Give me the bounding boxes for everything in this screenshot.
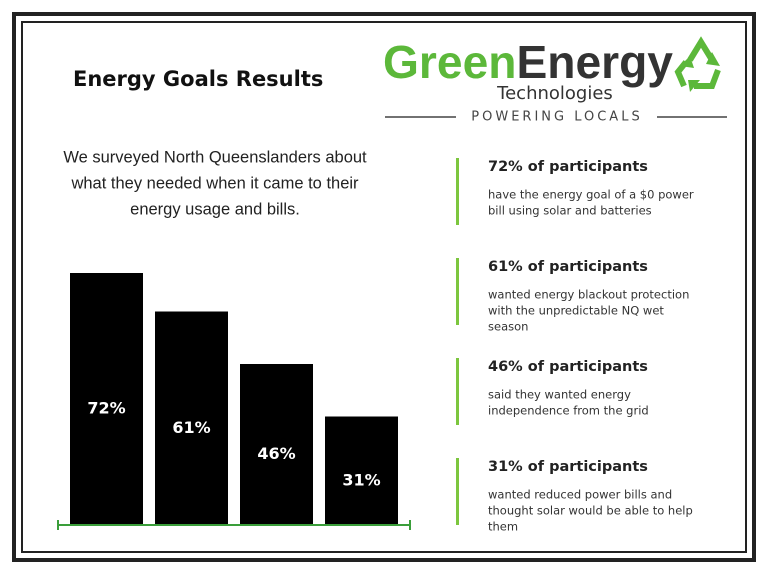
value-label: 72% [87,399,125,418]
card-accent [456,258,459,325]
logo-wordmark: GreenEnergy [383,36,673,88]
card-accent [456,458,459,525]
card-heading: 72% of participants [488,159,648,175]
intro-line: what they needed when it came to their [70,174,359,192]
card-text: wanted energy blackout protection [488,288,689,302]
logo-green: Green [383,36,516,88]
outer-frame [12,12,756,562]
recycle-icon [674,36,721,92]
bar [240,364,313,525]
card-text: thought solar would be able to help [488,504,693,518]
card-heading: 61% of participants [488,259,648,275]
chart-title: Energy Goals Results [73,67,323,91]
bar [70,273,143,525]
bar-chart: 72% 61% 46% 31% [57,273,411,530]
bar [155,311,228,525]
card-text: them [488,520,518,534]
card-text: said they wanted energy [488,388,631,402]
card-text: season [488,320,528,334]
intro: We surveyed North Queenslanders about wha… [63,148,367,218]
intro-line: energy usage and bills. [130,200,300,218]
value-label: 31% [342,470,380,489]
logo-tagline: POWERING LOCALS [471,110,642,125]
bar [325,416,398,525]
card-text: have the energy goal of a $0 power [488,188,694,202]
card-text: wanted reduced power bills and [488,488,672,502]
card-text: bill using solar and batteries [488,204,652,218]
card-accent [456,158,459,225]
stat-cards: 72% of participants have the energy goal … [456,158,694,534]
card-text: independence from the grid [488,404,649,418]
card-heading: 31% of participants [488,459,648,475]
logo-sub: Technologies [496,83,613,104]
card-heading: 46% of participants [488,359,648,375]
card-accent [456,358,459,425]
inner-frame [21,21,747,553]
value-label: 46% [257,444,295,463]
card-text: with the unpredictable NQ wet [488,304,664,318]
intro-line: We surveyed North Queenslanders about [63,148,367,166]
logo-dark: Energy [516,36,673,88]
value-label: 61% [172,418,210,437]
